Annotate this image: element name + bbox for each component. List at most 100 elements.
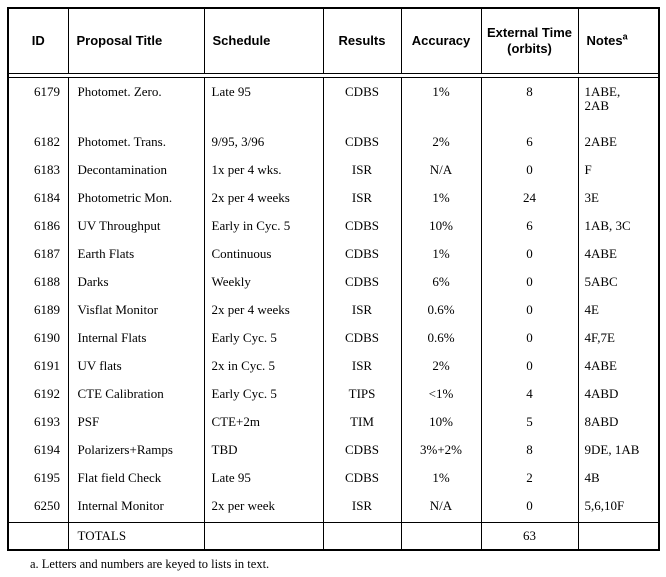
cell-external-time: 6 <box>480 128 578 156</box>
cell-notes: 4F,7E <box>577 324 659 352</box>
cell-id: 6191 <box>7 352 68 380</box>
cell-proposal-title: Darks <box>67 268 204 296</box>
cell-proposal-title: Photometric Mon. <box>67 184 204 212</box>
notes-header-label: Notes <box>586 33 623 49</box>
cell-notes: F <box>577 156 659 184</box>
cell-external-time: 0 <box>480 156 578 184</box>
cell-accuracy: N/A <box>400 156 481 184</box>
cell-schedule: Early in Cyc. 5 <box>203 212 323 240</box>
cell-notes: 3E <box>577 184 659 212</box>
header-double-rule <box>8 73 659 78</box>
cell-id: 6179 <box>7 77 68 128</box>
cell-results: CDBS <box>322 436 401 464</box>
cell-schedule: 2x per 4 weeks <box>203 296 323 324</box>
column-header-external-time: External Time (orbits) <box>480 8 578 74</box>
cell-schedule: Early Cyc. 5 <box>203 324 323 352</box>
cell-proposal-title: Internal Flats <box>67 324 204 352</box>
cell-id <box>7 522 68 550</box>
cell-external-time: 0 <box>480 296 578 324</box>
table-header-row: ID Proposal Title Schedule Results Accur… <box>8 8 659 74</box>
cell-accuracy: 1% <box>400 464 481 492</box>
cell-results: CDBS <box>322 128 401 156</box>
cell-notes: 4ABD <box>577 380 659 408</box>
cell-external-time: 0 <box>480 324 578 352</box>
cell-accuracy: N/A <box>400 492 481 523</box>
cell-notes: 5ABC <box>577 268 659 296</box>
cell-schedule: TBD <box>203 436 323 464</box>
cell-results: ISR <box>322 352 401 380</box>
notes-footnote-marker: a <box>622 31 628 42</box>
cell-schedule: Weekly <box>203 268 323 296</box>
cell-external-time: 2 <box>480 464 578 492</box>
table-row: 6189 Visflat Monitor 2x per 4 weeks ISR … <box>7 296 659 324</box>
cell-results: TIPS <box>322 380 401 408</box>
cell-accuracy: 1% <box>400 77 481 128</box>
cell-id: 6188 <box>7 268 68 296</box>
cell-accuracy: <1% <box>400 380 481 408</box>
cell-notes: 4E <box>577 296 659 324</box>
table-row: 6192 CTE Calibration Early Cyc. 5 TIPS <… <box>7 380 659 408</box>
table-row: 6193 PSF CTE+2m TIM 10% 5 8ABD <box>7 408 659 436</box>
column-header-notes: Notesa <box>577 8 659 74</box>
cell-id: 6194 <box>7 436 68 464</box>
cell-notes: 2ABE <box>577 128 659 156</box>
cell-id: 6184 <box>7 184 68 212</box>
table-footnote: a. Letters and numbers are keyed to list… <box>30 557 270 571</box>
totals-label: TOTALS <box>67 522 204 550</box>
cell-notes: 1AB, 3C <box>577 212 659 240</box>
table-row: 6188 Darks Weekly CDBS 6% 0 5ABC <box>7 268 659 296</box>
cell-external-time: 0 <box>480 240 578 268</box>
column-header-id: ID <box>8 8 68 74</box>
table-row: 6190 Internal Flats Early Cyc. 5 CDBS 0.… <box>7 324 659 352</box>
cell-accuracy: 2% <box>400 128 481 156</box>
table-row: 6184 Photometric Mon. 2x per 4 weeks ISR… <box>7 184 659 212</box>
table-row: 6195 Flat field Check Late 95 CDBS 1% 2 … <box>7 464 659 492</box>
cell-results: CDBS <box>322 212 401 240</box>
cell-accuracy: 0.6% <box>400 324 481 352</box>
cell-external-time: 8 <box>480 436 578 464</box>
cell-external-time: 24 <box>480 184 578 212</box>
cell-results: TIM <box>322 408 401 436</box>
cell-results: CDBS <box>322 77 401 128</box>
cell-schedule <box>203 522 323 550</box>
cell-results: ISR <box>322 492 401 523</box>
column-header-results: Results <box>322 8 401 74</box>
cell-results: CDBS <box>322 324 401 352</box>
cell-notes: 8ABD <box>577 408 659 436</box>
table-row: 6194 Polarizers+Ramps TBD CDBS 3%+2% 8 9… <box>7 436 659 464</box>
cell-id: 6190 <box>7 324 68 352</box>
cell-proposal-title: Decontamination <box>67 156 204 184</box>
cell-proposal-title: CTE Calibration <box>67 380 204 408</box>
cell-id: 6189 <box>7 296 68 324</box>
cell-proposal-title: Visflat Monitor <box>67 296 204 324</box>
cell-schedule: CTE+2m <box>203 408 323 436</box>
cell-results: ISR <box>322 296 401 324</box>
table-row: 6182 Photomet. Trans. 9/95, 3/96 CDBS 2%… <box>7 128 659 156</box>
cell-results <box>322 522 401 550</box>
cell-notes <box>577 522 659 550</box>
column-header-accuracy: Accuracy <box>400 8 481 74</box>
cell-schedule: 1x per 4 wks. <box>203 156 323 184</box>
cell-accuracy: 2% <box>400 352 481 380</box>
cell-proposal-title: Polarizers+Ramps <box>67 436 204 464</box>
cell-id: 6183 <box>7 156 68 184</box>
cell-results: ISR <box>322 184 401 212</box>
table-row: 6186 UV Throughput Early in Cyc. 5 CDBS … <box>7 212 659 240</box>
cell-external-time: 5 <box>480 408 578 436</box>
cell-accuracy: 6% <box>400 268 481 296</box>
cell-proposal-title: PSF <box>67 408 204 436</box>
cell-proposal-title: Internal Monitor <box>67 492 204 523</box>
cell-results: CDBS <box>322 268 401 296</box>
cell-external-time: 8 <box>480 77 578 128</box>
cell-proposal-title: UV Throughput <box>67 212 204 240</box>
table-row: 6191 UV flats 2x in Cyc. 5 ISR 2% 0 4ABE <box>7 352 659 380</box>
cell-schedule: Late 95 <box>203 464 323 492</box>
cell-notes: 4B <box>577 464 659 492</box>
cell-id: 6195 <box>7 464 68 492</box>
cell-results: CDBS <box>322 240 401 268</box>
cell-schedule: Early Cyc. 5 <box>203 380 323 408</box>
cell-id: 6182 <box>7 128 68 156</box>
table-row: 6183 Decontamination 1x per 4 wks. ISR N… <box>7 156 659 184</box>
cell-accuracy: 10% <box>400 212 481 240</box>
